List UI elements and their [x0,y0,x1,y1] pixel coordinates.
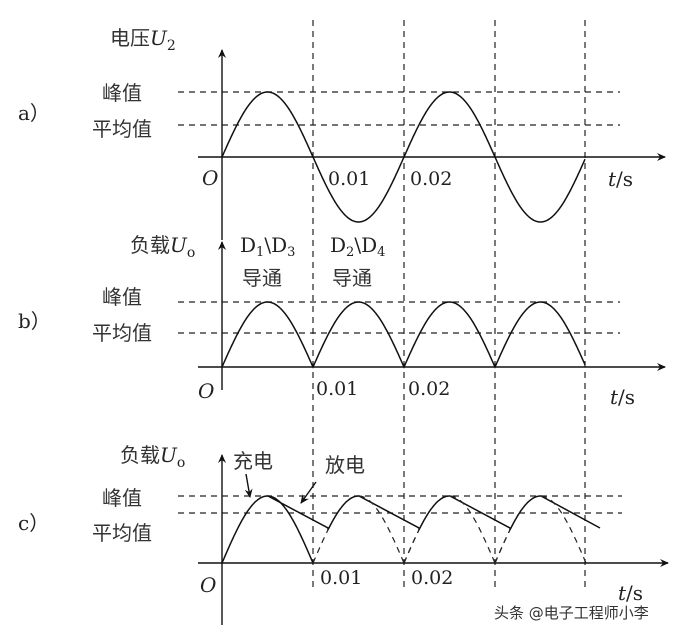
panel-c-dashed-fall [540,495,587,564]
panel-b-note-d2d4-text: 导通 [332,266,372,290]
panel-c-origin: O [200,573,216,597]
panel-a-xunit: t/s [608,167,633,191]
panel-b-note-d1d3-text: 导通 [242,266,282,290]
panel-a-tag: a） [18,101,50,125]
panel-b-xunit: t/s [610,385,635,409]
panel-a-tick-0.02: 0.02 [410,168,452,190]
panel-c-tick-0.01: 0.01 [320,567,362,589]
panel-c-peak-label: 峰值 [102,486,142,510]
charge-arrow [244,473,253,498]
panel-c-dashed-rise [494,529,511,564]
panel-c-dashed-fall [449,495,496,564]
panel-c-tick-0.02: 0.02 [411,567,453,589]
panel-b-tag: b） [18,309,51,333]
panel-c-ylabel: 负载Uo [120,443,185,471]
waveforms [198,49,669,625]
panel-a-avg-label: 平均值 [92,117,152,141]
discharge-arrow [300,481,317,504]
panel-b-note-d2d4: D2\D4 [330,233,385,260]
panel-c-dashed-fall [358,495,405,564]
discharge-label: 放电 [325,453,365,477]
panel-b-avg-label: 平均值 [92,321,152,345]
panel-c-xunit: t/s [618,581,643,605]
charge-label: 充电 [233,449,273,473]
guide-lines [178,20,622,588]
panel-a-origin: O [202,166,218,190]
panel-b-note-d1d3: D1\D3 [240,233,295,260]
panel-b-origin: O [198,379,214,403]
panel-b-ylabel: 负载Uo [130,233,195,261]
panel-b-tick-0.02: 0.02 [408,378,450,400]
panel-c-avg-label: 平均值 [92,521,152,545]
panel-c-tag: c） [18,511,49,535]
panel-c-dashed-rise [312,529,329,564]
panel-c-filtered-wave [221,495,601,564]
panel-a-peak-label: 峰值 [102,81,142,105]
panel-a-ylabel: 电压U2 [110,26,176,54]
panel-b-tick-0.01: 0.01 [316,378,358,400]
panel-a-sine-wave [221,91,586,223]
watermark: 头条 @电子工程师小李 [494,604,649,622]
panel-a-tick-0.01: 0.01 [328,168,370,190]
panel-c-first-fall [267,495,314,564]
panel-b-rectified-wave [221,301,586,369]
panel-b-peak-label: 峰值 [102,285,142,309]
panel-c-dashed-rise [403,529,420,564]
